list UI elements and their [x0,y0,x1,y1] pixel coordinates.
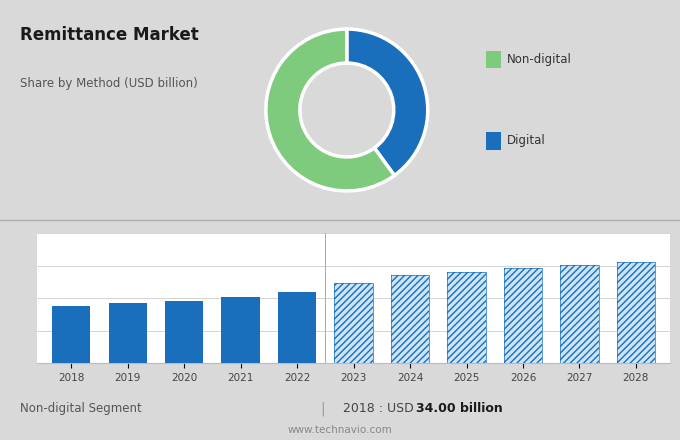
Text: |: | [321,401,325,415]
Text: Remittance Market: Remittance Market [20,26,199,44]
Text: Share by Method (USD billion): Share by Method (USD billion) [20,77,198,90]
Bar [391,275,429,363]
Bar [504,268,542,363]
Bar [617,262,655,363]
Bar [504,268,542,363]
Bar [165,301,203,363]
Bar [560,265,598,363]
Bar [278,292,316,363]
Text: 34.00 billion: 34.00 billion [416,402,503,415]
Text: www.technavio.com: www.technavio.com [288,425,392,435]
Bar [109,303,147,363]
Bar [222,297,260,363]
Bar [335,283,373,363]
Bar [52,307,90,363]
Wedge shape [347,29,428,176]
Wedge shape [266,29,394,191]
Bar [391,275,429,363]
Bar [560,265,598,363]
Bar [447,271,486,363]
Bar [447,271,486,363]
Bar [617,262,655,363]
Text: Non-digital Segment: Non-digital Segment [20,402,142,415]
Text: Digital: Digital [507,134,545,147]
Bar [335,283,373,363]
Text: 2018 : USD: 2018 : USD [343,402,418,415]
Text: Non-digital: Non-digital [507,53,571,66]
